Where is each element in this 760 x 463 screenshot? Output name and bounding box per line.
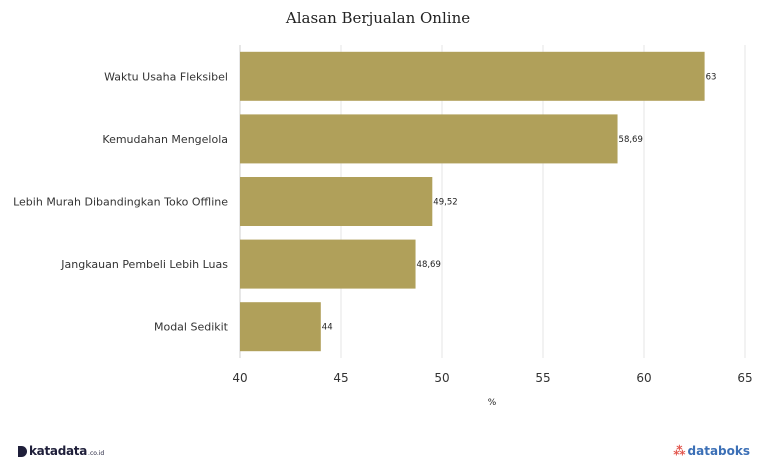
katadata-logo: katadata .co.id xyxy=(18,443,104,459)
data-label-3: 49,52 xyxy=(433,198,457,208)
x-tick-label-50: 50 xyxy=(434,371,449,385)
bar-4 xyxy=(240,239,416,289)
x-tick-label-40: 40 xyxy=(232,371,247,385)
katadata-brand-text: katadata xyxy=(29,444,88,458)
databoks-logo-icon: ⁂ xyxy=(673,444,686,458)
x-tick-label-55: 55 xyxy=(535,371,550,385)
x-tick-label-45: 45 xyxy=(333,371,348,385)
bar-3 xyxy=(240,177,433,226)
x-tick-label-60: 60 xyxy=(636,371,651,385)
category-label-2: Kemudahan Mengelola xyxy=(102,133,228,146)
category-label-3: Lebih Murah Dibandingkan Toko Offline xyxy=(13,196,228,209)
bar-5 xyxy=(240,302,321,352)
data-label-1: 63 xyxy=(706,72,717,82)
data-label-4: 48,69 xyxy=(417,260,441,270)
bar-1 xyxy=(240,51,705,101)
data-label-2: 58,69 xyxy=(619,135,643,145)
data-label-5: 44 xyxy=(322,323,333,333)
category-label-4: Jangkauan Pembeli Lebih Luas xyxy=(60,258,228,271)
bar-2 xyxy=(240,114,618,164)
category-label-1: Waktu Usaha Fleksibel xyxy=(104,70,228,83)
bars-layer xyxy=(240,51,705,352)
katadata-logo-icon xyxy=(18,445,27,457)
chart-title: Alasan Berjualan Online xyxy=(285,9,470,27)
category-label-5: Modal Sedikit xyxy=(154,321,229,334)
labels-layer: 40 45 50 55 60 65 Waktu Usaha Fleksibel 63 Kemud… xyxy=(13,70,753,385)
x-axis-title: % xyxy=(488,398,497,408)
databoks-brand-text: databoks xyxy=(687,444,750,458)
katadata-brand-suffix: .co.id xyxy=(88,449,105,457)
x-tick-label-65: 65 xyxy=(737,371,752,385)
databoks-logo: ⁂ databoks xyxy=(673,443,750,459)
